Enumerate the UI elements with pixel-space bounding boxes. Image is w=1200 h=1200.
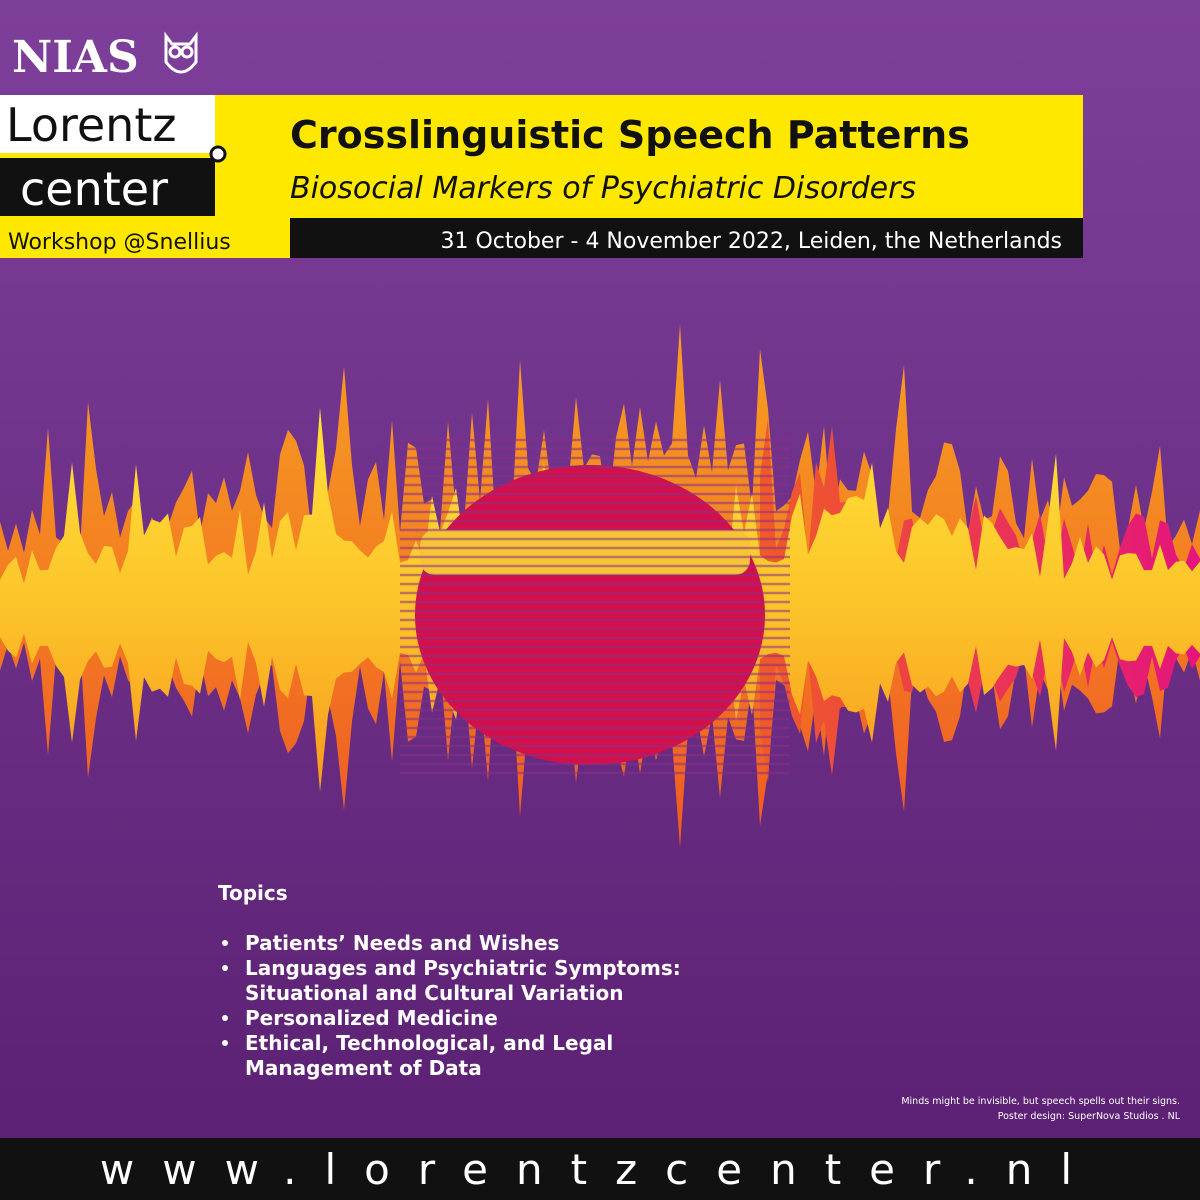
event-date: 31 October - 4 November 2022, Leiden, th…	[440, 229, 1062, 254]
credit: Minds might be invisible, but speech spe…	[901, 1096, 1180, 1107]
bullet	[222, 1015, 228, 1021]
brand-line: Lorentz	[6, 98, 177, 152]
footer-url[interactable]: www.lorentzcenter.nl	[100, 1145, 1100, 1194]
topics-heading: Topics	[218, 881, 288, 905]
owl-icon	[164, 31, 198, 74]
topic-item: Patients’ Needs and Wishes	[245, 931, 559, 955]
topic-item: Situational and Cultural Variation	[245, 981, 624, 1005]
topic-item: Management of Data	[245, 1056, 482, 1080]
topic-item: Personalized Medicine	[245, 1006, 498, 1030]
topic-item: Ethical, Technological, and Legal	[245, 1031, 613, 1055]
workshop-band	[0, 218, 292, 258]
date-bar	[290, 218, 1083, 258]
credit: Poster design: SuperNova Studios . NL	[998, 1111, 1181, 1122]
footer-bar	[0, 1138, 1200, 1200]
bullet	[222, 1040, 228, 1046]
bullet	[222, 940, 228, 946]
brand-box	[0, 95, 215, 153]
brand-dot	[209, 145, 227, 163]
event-title: Crosslinguistic Speech Patterns	[290, 113, 970, 157]
topic-item: Languages and Psychiatric Symptoms:	[245, 956, 681, 980]
brand-box-dark	[0, 158, 215, 216]
bullet	[222, 965, 228, 971]
mouth-art	[400, 438, 790, 775]
event-subtitle: Biosocial Markers of Psychiatric Disorde…	[290, 171, 916, 206]
brand-line: center	[20, 162, 168, 216]
logo-text: NIAS	[12, 32, 139, 83]
workshop-label: Workshop @Snellius	[8, 230, 231, 255]
